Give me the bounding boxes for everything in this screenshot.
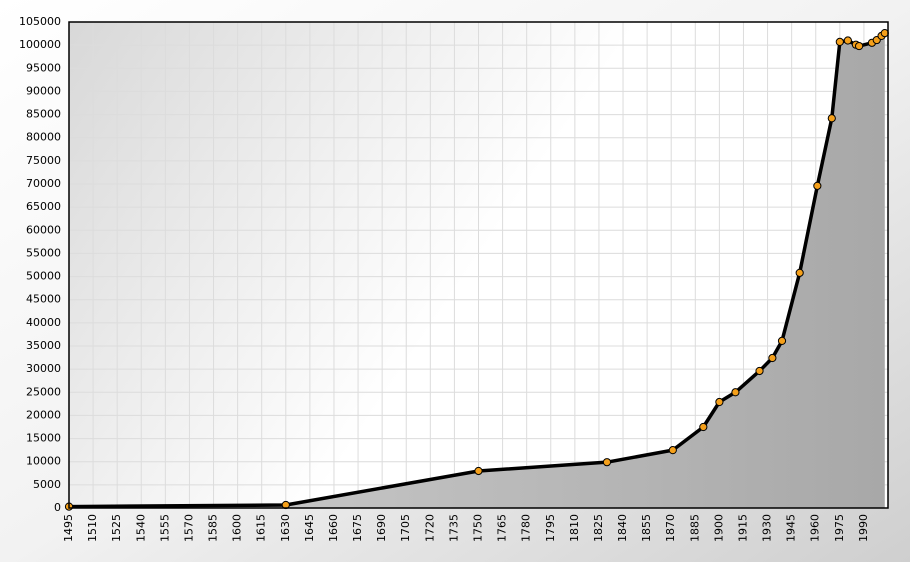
y-tick-label: 50000 <box>26 270 61 283</box>
marker <box>854 41 864 51</box>
marker <box>827 114 836 123</box>
y-tick-label: 0 <box>54 501 61 514</box>
marker <box>715 397 724 407</box>
y-tick-label: 100000 <box>19 38 61 51</box>
x-tick-label: 1795 <box>544 514 557 542</box>
y-tick-label: 75000 <box>26 154 61 167</box>
x-tick-label: 1600 <box>231 514 244 542</box>
y-tick-label: 90000 <box>26 84 61 97</box>
x-tick-label: 1750 <box>472 514 485 542</box>
x-tick-label: 1510 <box>86 514 99 542</box>
y-tick-label: 95000 <box>26 61 61 74</box>
x-tick-label: 1870 <box>664 514 677 542</box>
x-tick-label: 1900 <box>712 514 725 542</box>
x-tick-label: 1675 <box>351 514 364 542</box>
marker <box>731 388 740 397</box>
y-tick-label: 80000 <box>26 131 61 144</box>
x-tick-label: 1930 <box>761 514 774 542</box>
x-tick-label: 1720 <box>423 514 436 542</box>
x-tick-label: 1765 <box>496 514 509 542</box>
y-tick-label: 15000 <box>26 432 61 445</box>
y-tick-label: 85000 <box>26 108 61 121</box>
x-tick-label: 1810 <box>568 514 581 542</box>
x-tick-label: 1885 <box>688 514 701 542</box>
marker <box>602 458 612 467</box>
x-tick-label: 1645 <box>303 514 316 542</box>
x-tick-label: 1585 <box>207 514 220 542</box>
x-tick-label: 1855 <box>640 514 653 542</box>
y-tick-label: 10000 <box>26 455 61 468</box>
y-tick-label: 105000 <box>19 15 61 28</box>
marker <box>474 466 483 476</box>
marker <box>755 366 764 376</box>
x-tick-label: 1570 <box>182 514 195 542</box>
y-tick-label: 40000 <box>26 316 61 329</box>
x-tick-label: 1630 <box>279 514 292 542</box>
plot-border <box>68 21 889 509</box>
x-tick-label: 1915 <box>736 514 749 542</box>
x-tick-label: 1780 <box>520 514 533 542</box>
x-tick-label: 1960 <box>809 514 822 542</box>
y-tick-label: 55000 <box>26 246 61 259</box>
y-tick-label: 65000 <box>26 200 61 213</box>
marker <box>668 446 677 455</box>
marker <box>699 422 708 432</box>
y-tick-label: 35000 <box>26 339 61 352</box>
marker <box>835 37 844 47</box>
x-tick-label: 1825 <box>592 514 605 542</box>
marker <box>843 36 852 45</box>
y-tick-label: 45000 <box>26 293 61 306</box>
x-tick-label: 1495 <box>62 514 75 542</box>
x-tick-label: 1660 <box>327 514 340 542</box>
x-tick-label: 1525 <box>110 514 123 542</box>
x-tick-label: 1735 <box>447 514 460 542</box>
marker <box>795 268 804 277</box>
x-tick-label: 1945 <box>785 514 798 542</box>
x-tick-label: 1690 <box>375 514 388 542</box>
y-tick-label: 5000 <box>33 478 61 491</box>
x-tick-label: 1975 <box>833 514 846 542</box>
y-tick-label: 20000 <box>26 408 61 421</box>
x-tick-label: 1990 <box>857 514 870 542</box>
marker <box>768 353 777 363</box>
x-tick-label: 1540 <box>134 514 147 542</box>
area <box>69 33 885 508</box>
x-tick-label: 1555 <box>158 514 171 542</box>
y-tick-label: 25000 <box>26 385 61 398</box>
y-tick-label: 70000 <box>26 177 61 190</box>
y-tick-label: 30000 <box>26 362 61 375</box>
marker <box>813 181 822 190</box>
x-tick-label: 1840 <box>616 514 629 542</box>
marker <box>777 336 787 346</box>
x-tick-label: 1615 <box>255 514 268 542</box>
x-tick-label: 1705 <box>399 514 412 542</box>
y-tick-label: 60000 <box>26 223 61 236</box>
line <box>68 31 886 509</box>
